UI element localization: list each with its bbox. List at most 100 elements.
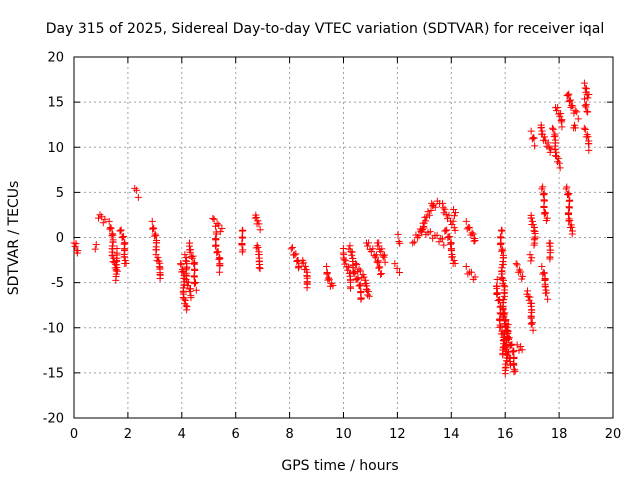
data-point [189, 252, 197, 260]
data-point [546, 246, 554, 254]
data-point [507, 341, 515, 349]
data-point [541, 282, 549, 290]
data-point [393, 264, 401, 272]
data-point [443, 226, 451, 234]
data-point [396, 269, 404, 277]
data-point [568, 223, 576, 231]
data-point [528, 299, 536, 307]
data-point [540, 189, 548, 197]
data-point [526, 251, 534, 259]
data-point [580, 124, 588, 132]
data-point [179, 268, 187, 276]
x-tick-label: 12 [389, 427, 406, 442]
data-point [95, 214, 103, 222]
data-point [450, 212, 458, 220]
y-tick-label: -10 [43, 321, 64, 336]
data-point [527, 257, 535, 265]
data-point [350, 268, 358, 276]
data-point [462, 263, 470, 271]
data-point [346, 242, 354, 250]
data-point [425, 211, 433, 219]
grid-lines [74, 57, 613, 418]
data-point [154, 253, 162, 261]
data-point [584, 108, 592, 116]
data-point [325, 275, 333, 283]
data-point [323, 269, 331, 277]
data-point [585, 91, 593, 99]
data-point [499, 261, 507, 269]
data-point [112, 276, 120, 284]
data-point [571, 124, 579, 132]
data-point [152, 232, 160, 240]
data-point [183, 303, 191, 311]
data-point [581, 125, 589, 133]
data-point [181, 296, 189, 304]
data-point [377, 270, 385, 278]
data-point [573, 108, 581, 116]
data-point [539, 270, 547, 278]
data-point [151, 230, 159, 238]
data-point [566, 96, 574, 104]
data-point [545, 144, 553, 152]
data-point [565, 203, 573, 211]
x-tick-label: 2 [124, 427, 132, 442]
data-point [378, 245, 386, 253]
data-point [107, 224, 115, 232]
data-point [117, 227, 125, 235]
data-point [396, 239, 404, 247]
y-tick-label: -15 [43, 366, 64, 381]
data-point [191, 265, 199, 273]
data-point [213, 249, 221, 257]
data-point [528, 217, 536, 225]
data-point [496, 233, 504, 241]
data-point [213, 219, 221, 227]
data-point [301, 262, 309, 270]
data-point [451, 260, 459, 268]
data-point [186, 285, 194, 293]
data-point [113, 264, 121, 272]
data-point [329, 282, 337, 290]
data-point [500, 254, 508, 262]
data-point [527, 312, 535, 320]
data-point [120, 233, 128, 241]
data-point [531, 142, 539, 150]
data-point [539, 183, 547, 191]
data-point [501, 283, 509, 291]
data-point [323, 263, 331, 271]
data-point [210, 215, 218, 223]
data-point [303, 280, 311, 288]
data-point [544, 139, 552, 147]
data-point [212, 228, 220, 236]
data-point [564, 191, 572, 199]
data-point [450, 257, 458, 265]
data-point [585, 146, 593, 154]
data-point [415, 232, 423, 240]
data-point [256, 265, 264, 273]
data-point [519, 272, 527, 280]
data-point [391, 260, 399, 268]
data-point [92, 240, 100, 248]
data-point [182, 257, 190, 265]
data-point [540, 133, 548, 141]
data-point [581, 84, 589, 92]
data-point [211, 235, 219, 243]
data-point [438, 235, 446, 243]
data-point [187, 294, 195, 302]
chart-title: Day 315 of 2025, Sidereal Day-to-day VTE… [46, 21, 604, 37]
data-point [420, 224, 428, 232]
data-point [256, 226, 264, 234]
data-point [122, 260, 130, 268]
data-point [394, 230, 402, 238]
data-point [72, 240, 80, 248]
data-point [91, 245, 99, 253]
data-point [508, 340, 516, 348]
data-point [442, 227, 450, 235]
data-point [565, 215, 573, 223]
x-tick-label: 10 [335, 427, 352, 442]
data-point [184, 281, 192, 289]
data-point [375, 239, 383, 247]
data-point [499, 296, 507, 304]
y-tick-label: -20 [43, 412, 64, 427]
